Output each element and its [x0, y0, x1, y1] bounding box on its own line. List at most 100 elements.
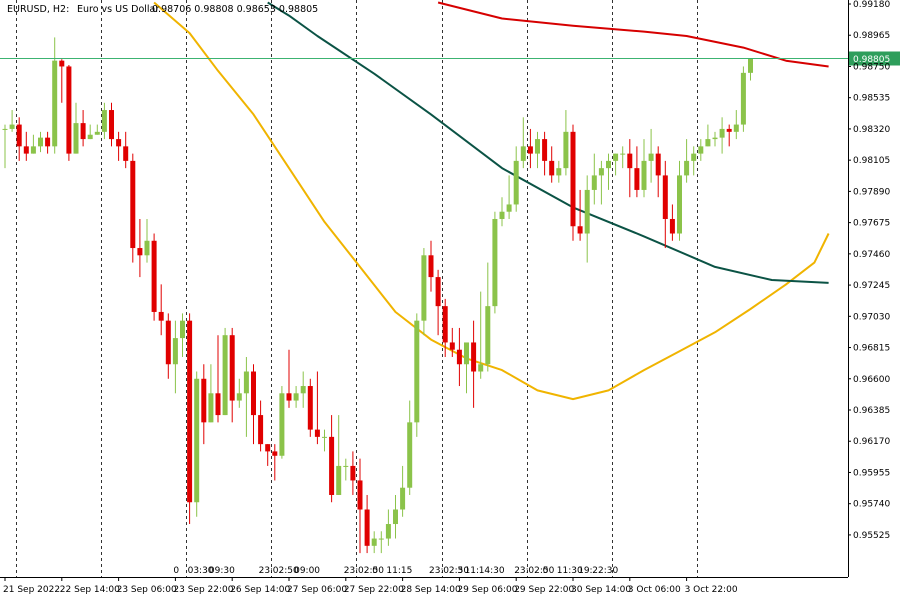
candle-57 — [407, 400, 413, 495]
candle-5 — [38, 131, 43, 153]
session-label-13: 11: — [465, 566, 479, 576]
session-label-20: 22:30 — [592, 566, 618, 576]
candle-29 — [208, 364, 214, 423]
candle-77 — [549, 146, 555, 183]
candle-85 — [606, 153, 611, 190]
candle-54 — [385, 509, 391, 546]
candle-body-34 — [243, 371, 249, 394]
candle-body-51 — [364, 509, 370, 546]
candle-52 — [371, 531, 377, 554]
candle-body-42 — [300, 386, 306, 394]
candle-body-74 — [527, 146, 533, 154]
candle-body-67 — [478, 364, 484, 372]
candle-body-82 — [584, 189, 590, 234]
candle-body-29 — [208, 393, 214, 423]
candle-13 — [94, 124, 100, 135]
candle-body-2 — [16, 124, 22, 147]
candle-body-50 — [357, 480, 363, 510]
candle-body-61 — [435, 277, 441, 307]
time-label-3: 23 Sep 22:00 — [173, 585, 233, 595]
candle-79 — [563, 110, 569, 176]
ohlc-values: 0.98706 0.98808 0.98653 0.98805 — [152, 4, 318, 15]
price-tick-label-14: 0.96170 — [853, 437, 890, 447]
candle-66 — [471, 320, 477, 408]
candle-78 — [556, 160, 562, 183]
candle-102 — [726, 124, 732, 147]
candle-body-15 — [109, 110, 114, 140]
candle-63 — [449, 327, 455, 357]
candle-body-93 — [662, 175, 668, 219]
session-label-4: 02:50 — [273, 566, 299, 576]
session-label-3: 23: — [259, 566, 273, 576]
candle-62 — [442, 298, 448, 357]
candle-58 — [414, 313, 420, 437]
price-tick-label-8: 0.97460 — [853, 250, 890, 260]
time-label-5: 27 Sep 06:00 — [287, 585, 347, 595]
candle-body-1 — [9, 124, 15, 129]
candle-44 — [314, 371, 320, 445]
candle-98 — [698, 139, 704, 161]
price-tick-label-11: 0.96815 — [853, 344, 890, 354]
candle-body-16 — [116, 139, 122, 147]
candle-body-5 — [38, 137, 43, 147]
candle-45 — [322, 429, 327, 452]
candle-body-37 — [265, 444, 271, 452]
candle-94 — [669, 204, 675, 241]
candle-body-10 — [73, 123, 79, 154]
symbol-description: Euro vs US Dollar — [77, 4, 159, 15]
candle-86 — [613, 153, 619, 176]
price-tick-label-10: 0.97030 — [853, 312, 890, 322]
candle-body-30 — [215, 393, 221, 416]
candle-body-11 — [80, 123, 86, 140]
candle-72 — [513, 146, 519, 212]
candle-body-53 — [378, 538, 384, 540]
candle-body-105 — [748, 58, 753, 73]
candle-91 — [648, 128, 654, 183]
candle-67 — [478, 291, 484, 379]
candle-body-81 — [577, 226, 583, 234]
candle-48 — [343, 458, 349, 481]
candle-75 — [535, 131, 540, 169]
candle-3 — [23, 131, 29, 161]
candle-body-103 — [733, 124, 739, 132]
price-tick-label-9: 0.97245 — [853, 281, 890, 291]
candle-body-56 — [400, 487, 406, 510]
candle-105 — [748, 58, 753, 81]
candle-6 — [45, 131, 51, 154]
candle-76 — [542, 131, 548, 176]
candle-10 — [73, 102, 79, 154]
candle-body-41 — [293, 393, 299, 401]
session-label-7: 02:50 — [358, 566, 384, 576]
time-label-10: 30 Sep 14:00 — [571, 585, 631, 595]
candle-65 — [464, 342, 469, 394]
candle-body-66 — [471, 342, 477, 372]
moving-average-mid — [267, 1, 829, 284]
candle-59 — [421, 248, 427, 336]
candle-body-68 — [485, 306, 491, 365]
time-label-11: 3 Oct 06:00 — [628, 585, 681, 595]
price-tick-label-6: 0.97890 — [853, 187, 890, 197]
candle-body-64 — [456, 349, 462, 365]
candle-103 — [733, 110, 739, 140]
candle-body-65 — [464, 342, 469, 365]
candle-34 — [243, 356, 249, 437]
candle-33 — [236, 378, 242, 408]
session-label-19: 19: — [578, 566, 592, 576]
candle-body-18 — [130, 160, 136, 249]
candle-56 — [400, 465, 406, 517]
candle-84 — [598, 160, 604, 205]
candle-body-39 — [279, 393, 285, 456]
price-tick-label-16: 0.95740 — [853, 500, 890, 510]
candle-51 — [364, 494, 370, 554]
candle-body-98 — [698, 146, 704, 154]
candle-69 — [492, 211, 498, 314]
session-label-6: 23: — [344, 566, 358, 576]
candle-body-80 — [570, 131, 576, 227]
candle-body-90 — [641, 160, 647, 190]
candle-body-20 — [144, 240, 150, 256]
candle-body-8 — [59, 60, 65, 67]
price-tick-label-12: 0.96600 — [853, 375, 890, 385]
candle-body-33 — [236, 393, 242, 401]
price-tick-label-7: 0.97675 — [853, 219, 890, 229]
candle-body-9 — [66, 66, 72, 154]
